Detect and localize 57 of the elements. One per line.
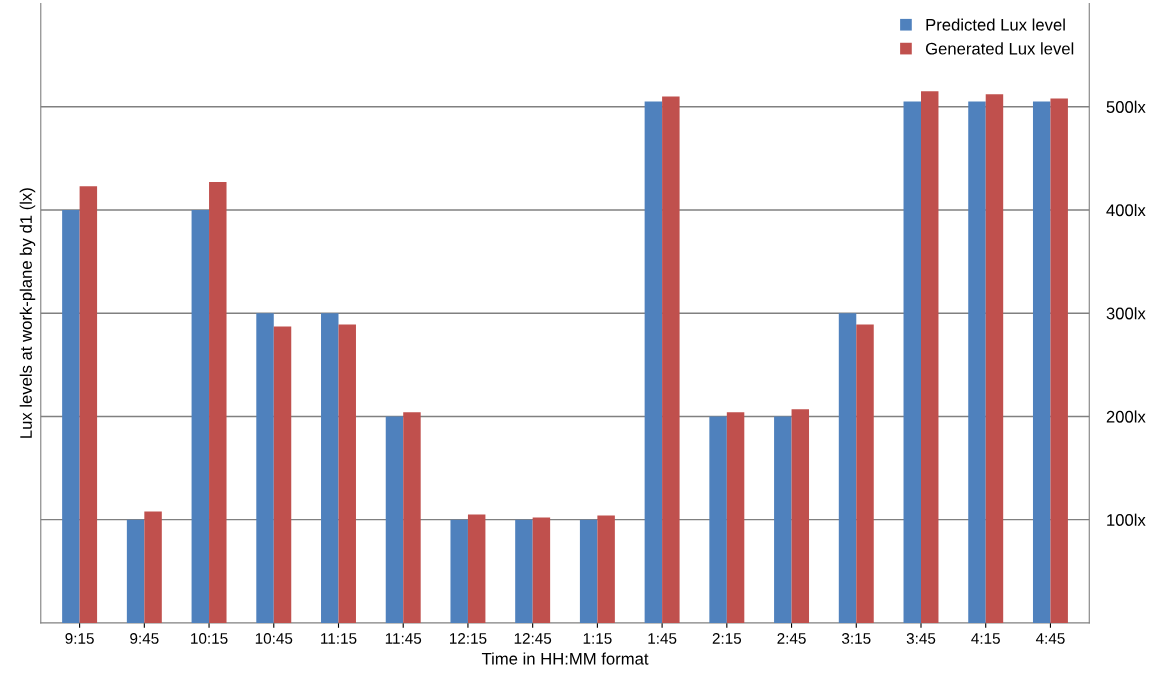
bar [62, 209, 80, 623]
bar [774, 416, 792, 623]
y-tick-label: 100lx [1107, 513, 1146, 526]
y-tick-label: 200lx [1106, 410, 1146, 423]
bar [515, 519, 533, 623]
bar [1032, 101, 1051, 623]
bar [321, 313, 339, 623]
bar [467, 514, 486, 623]
bar [338, 324, 356, 623]
bar [709, 416, 727, 623]
bar [385, 416, 404, 623]
legend-label: Predicted Lux level [926, 18, 1065, 31]
bar [126, 519, 145, 623]
x-tick-label: 9:45 [130, 633, 159, 644]
bar [273, 326, 292, 623]
x-tick-label: 1:15 [583, 633, 612, 644]
bar [726, 412, 745, 623]
x-tick-label: 2:45 [777, 633, 806, 644]
x-tick-label: 12:45 [514, 633, 552, 644]
x-tick-label: 11:15 [321, 633, 357, 644]
bar [450, 519, 468, 623]
bar [921, 91, 939, 623]
bar [191, 209, 210, 623]
y-tick-label: 300lx [1106, 307, 1146, 320]
legend-label: Generated Lux level [925, 42, 1074, 55]
bar [532, 517, 551, 623]
bar [856, 324, 874, 623]
x-tick-label: 2:15 [712, 633, 742, 644]
bar [644, 101, 663, 623]
bar [144, 511, 162, 623]
x-tick-label: 10:45 [255, 633, 293, 644]
bar [79, 186, 98, 623]
bar [1050, 98, 1068, 623]
y-tick-label: 500lx [1106, 100, 1146, 113]
bar [209, 182, 227, 623]
x-tick-label: 1:45 [648, 633, 677, 644]
bar [662, 96, 680, 623]
x-tick-label: 11:45 [385, 633, 422, 644]
bar [903, 101, 921, 623]
bar [838, 313, 857, 623]
x-tick-label: 10:15 [191, 633, 228, 644]
x-tick-label: 3:15 [841, 633, 871, 644]
x-axis-title: Time in HH:MM format [481, 652, 649, 665]
bar [579, 519, 598, 623]
bar [403, 412, 421, 623]
x-tick-label: 9:15 [65, 633, 94, 644]
bar [968, 101, 986, 623]
bar [256, 313, 274, 623]
bar [791, 409, 810, 623]
y-tick-label: 400lx [1106, 203, 1146, 217]
x-tick-label: 12:15 [449, 633, 487, 644]
x-tick-label: 4:15 [971, 633, 1000, 644]
bar [985, 94, 1004, 623]
y-axis-title: Lux levels at work-plane by d1 (lx) [19, 188, 36, 438]
x-tick-label: 4:45 [1035, 633, 1065, 644]
x-tick-label: 3:45 [906, 633, 936, 644]
bar [597, 515, 615, 623]
